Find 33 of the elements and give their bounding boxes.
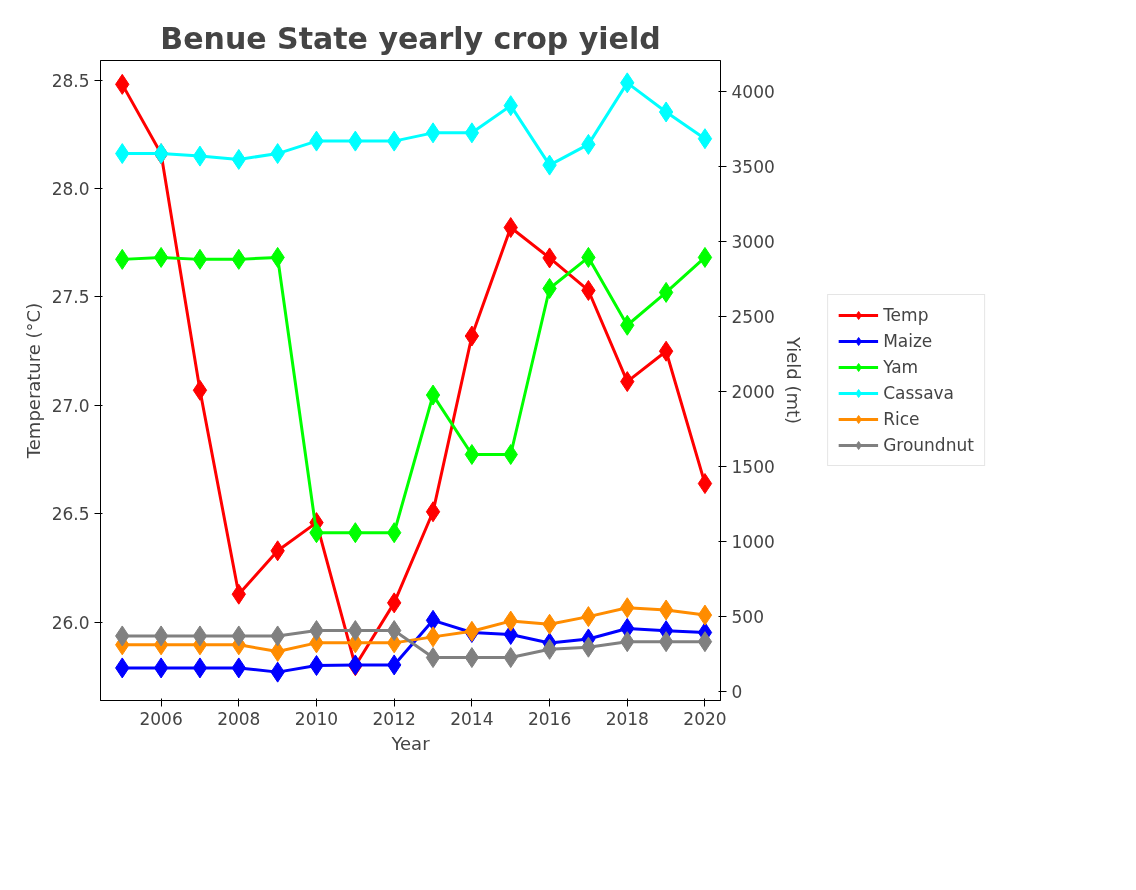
y-tick-label: 27.0	[51, 395, 90, 416]
y2-tick-label: 3500	[731, 157, 775, 178]
x-tick-label: 2014	[450, 708, 494, 729]
x-tick-label: 2012	[372, 708, 416, 729]
y-tick-label: 28.5	[51, 70, 90, 91]
y2-tick-label: 0	[731, 682, 743, 703]
x-tick-label: 2018	[605, 708, 649, 729]
legend-label: Temp	[883, 305, 929, 325]
legend-label: Maize	[883, 331, 933, 351]
x-tick-label: 2008	[217, 708, 261, 729]
y-tick-label: 27.5	[51, 287, 90, 308]
x-tick-label: 2016	[527, 708, 572, 729]
y2-tick-label: 2000	[731, 382, 775, 403]
y2-tick-label: 2500	[731, 307, 775, 328]
y2-tick-label: 1500	[731, 457, 775, 478]
x-axis-title: Year	[390, 732, 431, 754]
x-tick-label: 2010	[294, 708, 339, 729]
legend-label: Rice	[883, 409, 920, 429]
y-tick-label: 28.0	[51, 179, 90, 199]
legend-label: Groundnut	[883, 435, 974, 455]
legend-label: Cassava	[883, 383, 955, 403]
y-tick-label: 26.0	[51, 612, 90, 633]
x-tick-label: 2006	[139, 708, 183, 729]
chart-title: Benue State yearly crop yield	[160, 20, 661, 56]
y2-tick-label: 3000	[731, 232, 775, 253]
y2-axis-title: Yield (mt)	[782, 335, 804, 425]
y2-tick-label: 500	[731, 607, 764, 628]
x-tick-label: 2020	[683, 708, 727, 729]
y-axis-title: Temperature (°C)	[22, 302, 44, 460]
y2-tick-label: 4000	[731, 82, 775, 103]
y-tick-label: 26.5	[51, 504, 90, 525]
y2-tick-label: 1000	[731, 532, 775, 553]
legend-label: Yam	[883, 357, 919, 377]
